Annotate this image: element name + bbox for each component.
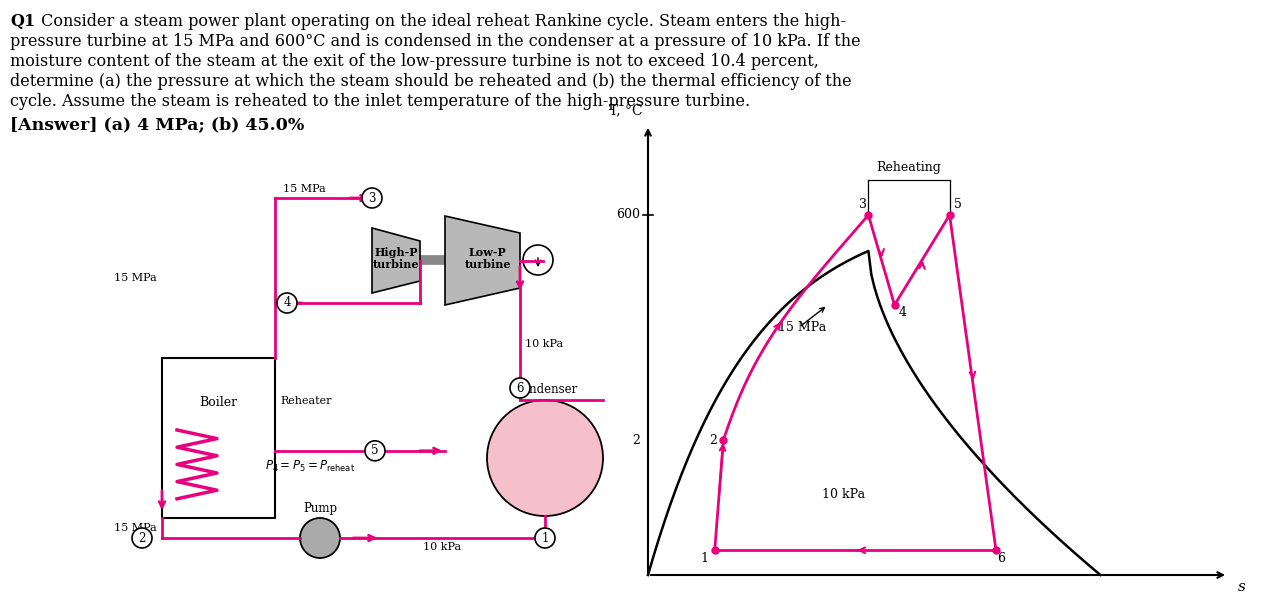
Text: 10 kPa: 10 kPa [424,542,462,552]
Text: 5: 5 [371,444,379,457]
Text: 2: 2 [632,433,641,446]
Text: [Answer] (a) 4 MPa; (b) 45.0%: [Answer] (a) 4 MPa; (b) 45.0% [10,116,304,133]
Circle shape [535,528,555,548]
Circle shape [362,188,382,208]
Bar [162,358,276,518]
Text: 10 kPa: 10 kPa [524,339,563,349]
Text: Consider a steam power plant operating on the ideal reheat Rankine cycle. Steam : Consider a steam power plant operating o… [36,13,846,30]
Text: 2: 2 [138,531,145,544]
Text: Reheating: Reheating [877,161,942,174]
Circle shape [131,528,152,548]
Text: 3: 3 [369,191,375,205]
Text: $P_4 = P_5 = P_{\mathrm{reheat}}$: $P_4 = P_5 = P_{\mathrm{reheat}}$ [265,459,355,474]
Text: 15 MPa: 15 MPa [115,273,157,283]
Text: 6: 6 [517,381,523,395]
Text: High-P
turbine: High-P turbine [373,246,420,270]
Circle shape [510,378,530,398]
Text: 1: 1 [541,531,549,544]
Circle shape [277,293,297,313]
Circle shape [365,441,385,461]
Text: T, °C: T, °C [610,103,643,117]
Text: 1: 1 [701,552,708,565]
Text: 3: 3 [860,199,868,211]
Text: Pump: Pump [302,502,337,515]
Text: 600: 600 [616,208,641,221]
Circle shape [300,518,339,558]
Text: 15 MPa: 15 MPa [778,321,827,334]
Text: Q1: Q1 [10,13,36,30]
Circle shape [487,400,604,516]
Circle shape [523,245,553,275]
Text: 15 MPa: 15 MPa [283,184,325,194]
Text: 6: 6 [997,552,1005,565]
Text: 15 MPa: 15 MPa [115,523,157,533]
Text: 2: 2 [709,433,717,446]
Polygon shape [445,216,521,305]
Text: moisture content of the steam at the exit of the low-pressure turbine is not to : moisture content of the steam at the exi… [10,53,819,70]
Text: Boiler: Boiler [199,396,237,409]
Text: Low-P
turbine: Low-P turbine [464,246,510,270]
Text: 4: 4 [283,297,291,310]
Text: 4: 4 [898,306,906,319]
Polygon shape [373,228,420,293]
Text: 5: 5 [953,199,962,211]
Text: s: s [1238,580,1245,594]
Text: determine (a) the pressure at which the steam should be reheated and (b) the the: determine (a) the pressure at which the … [10,73,851,90]
Text: Condenser: Condenser [513,383,577,396]
Text: pressure turbine at 15 MPa and 600°C and is condensed in the condenser at a pres: pressure turbine at 15 MPa and 600°C and… [10,33,860,50]
Text: 10 kPa: 10 kPa [822,487,865,500]
Text: Reheater: Reheater [279,396,332,406]
Text: cycle. Assume the steam is reheated to the inlet temperature of the high-pressur: cycle. Assume the steam is reheated to t… [10,93,750,110]
